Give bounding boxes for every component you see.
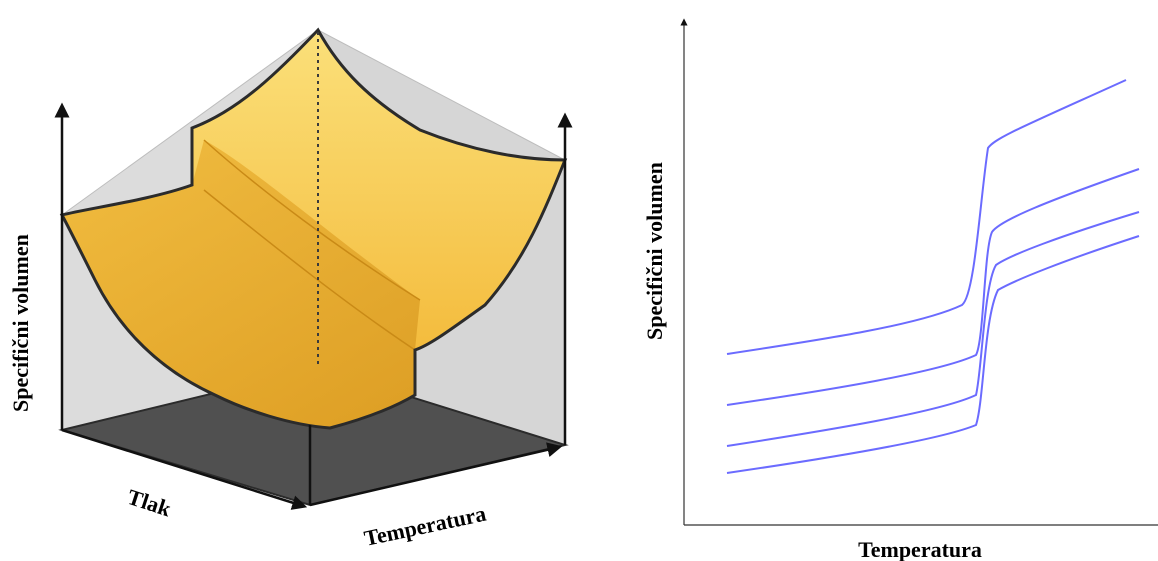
x-axis-label: Temperatura <box>858 537 982 561</box>
curve-2 <box>726 168 1140 406</box>
curve-4 <box>726 235 1140 474</box>
pressure-axis <box>61 428 308 510</box>
vertical-axis-label-3d: Specifični volumen <box>8 234 33 412</box>
surface-front-fold <box>62 140 420 428</box>
volume-temperature-chart: Specifični volumen Temperatura <box>642 18 1158 561</box>
pvt-surface-diagram: Specifični volumen Tlak Temperatura <box>8 27 573 551</box>
pressure-axis-label: Tlak <box>124 484 174 522</box>
curve-3 <box>726 211 1140 447</box>
temperature-axis-3d <box>309 442 563 507</box>
curve-1 <box>726 79 1127 355</box>
surface-transition-curve-lower <box>203 189 416 351</box>
y-axis-label: Specifični volumen <box>642 162 667 340</box>
surface-outline <box>59 27 568 430</box>
surface-transition-curve-upper <box>203 139 421 301</box>
temperature-axis-label-3d: Temperatura <box>362 501 488 551</box>
